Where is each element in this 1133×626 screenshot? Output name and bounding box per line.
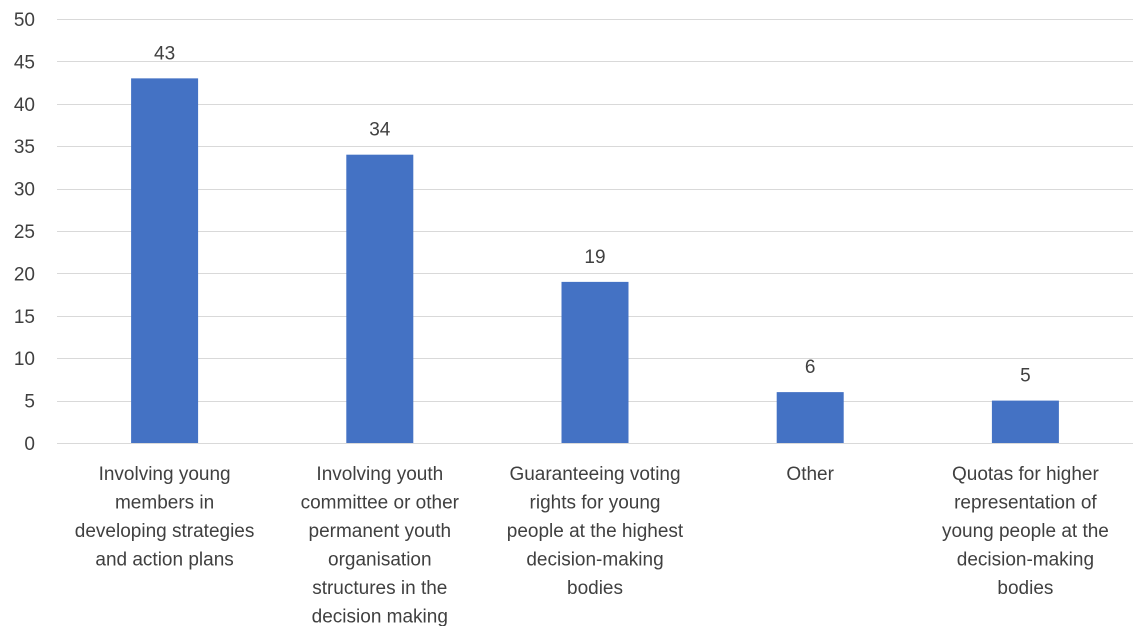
y-tick-label: 10 xyxy=(14,349,35,370)
category-label-line: representation of xyxy=(954,493,1097,514)
y-tick-label: 35 xyxy=(14,137,35,158)
category-label: Involving youth committee or other permane… xyxy=(301,464,460,626)
y-tick-label: 0 xyxy=(24,434,35,455)
category-label-line: developing strategies xyxy=(75,521,255,542)
y-tick-label: 20 xyxy=(14,264,35,285)
category-label: Quotas for higher representation of young … xyxy=(942,464,1109,599)
data-label: 34 xyxy=(369,120,391,141)
y-axis-tick-labels: 0 5 10 15 20 25 30 35 40 45 50 xyxy=(14,10,35,455)
category-label-line: Involving young xyxy=(99,464,231,485)
category-label-line: organisation xyxy=(328,550,432,571)
category-label-line: decision-making xyxy=(957,550,1094,571)
bar xyxy=(131,78,199,444)
category-label-line: decision-making xyxy=(526,550,663,571)
data-label: 19 xyxy=(584,247,605,268)
category-label: Other xyxy=(786,464,834,485)
y-tick-label: 40 xyxy=(14,95,35,116)
category-label-line: people at the highest xyxy=(507,521,684,542)
category-label-line: rights for young xyxy=(530,493,661,514)
bar xyxy=(776,392,844,443)
category-label: Involving young members in developing stra… xyxy=(75,464,255,571)
category-label-line: structures in the xyxy=(312,578,447,599)
data-label: 5 xyxy=(1020,366,1031,387)
data-label: 6 xyxy=(805,357,816,378)
y-tick-label: 30 xyxy=(14,180,35,201)
category-label-line: Other xyxy=(786,464,834,485)
category-label-line: permanent youth xyxy=(309,521,452,542)
bar xyxy=(346,154,414,443)
category-label-line: committee or other xyxy=(301,493,460,514)
y-tick-label: 50 xyxy=(14,10,35,31)
category-label-line: young people at the xyxy=(942,521,1109,542)
x-axis-category-labels: Involving young members in developing stra… xyxy=(75,464,1109,626)
gridlines xyxy=(57,19,1133,444)
category-label-line: Guaranteeing voting xyxy=(509,464,680,485)
category-label-line: Involving youth xyxy=(316,464,443,485)
y-tick-label: 15 xyxy=(14,307,35,328)
bar xyxy=(991,400,1059,443)
category-label-line: Quotas for higher xyxy=(952,464,1099,485)
category-label-line: decision making xyxy=(312,607,448,626)
bars xyxy=(131,78,1059,444)
data-label: 43 xyxy=(154,43,175,64)
category-label-line: and action plans xyxy=(95,550,233,571)
data-labels: 43 34 19 6 5 xyxy=(154,43,1031,386)
bar xyxy=(561,281,629,443)
category-label-line: members in xyxy=(115,493,214,514)
y-tick-label: 25 xyxy=(14,222,35,243)
category-label-line: bodies xyxy=(567,578,623,599)
y-tick-label: 45 xyxy=(14,52,35,73)
category-label: Guaranteeing voting rights for young peopl… xyxy=(507,464,684,599)
category-label-line: bodies xyxy=(997,578,1053,599)
y-tick-label: 5 xyxy=(24,392,35,413)
